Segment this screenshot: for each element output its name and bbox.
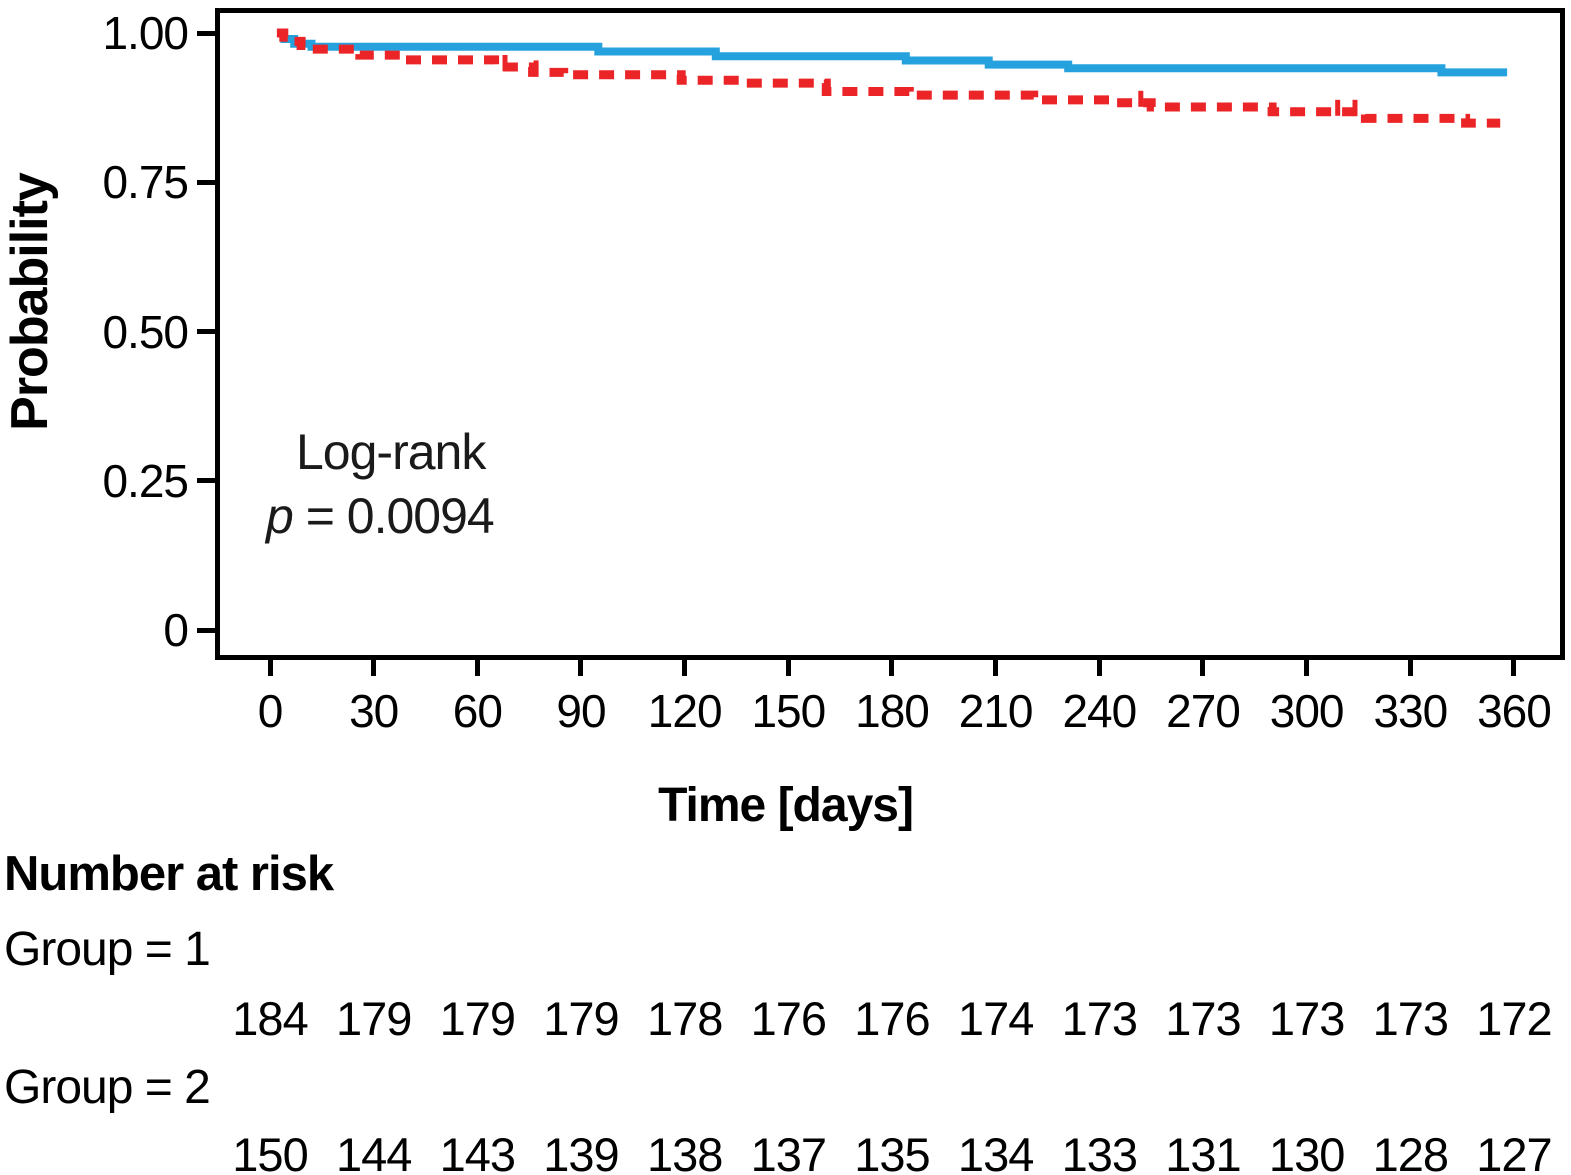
x-tick-label: 210 [958,685,1034,737]
risk-count: 127 [1476,1128,1552,1175]
risk-count: 131 [1165,1128,1241,1175]
plot-panel [215,8,1565,660]
logrank-annotation: Log-rank p = 0.0094 [266,420,495,548]
censor-tick [1352,99,1358,116]
risk-group-label: Group = 1 [4,923,211,976]
risk-count: 179 [543,992,619,1045]
x-tick [578,660,584,676]
x-tick-label: 60 [452,685,503,737]
p-symbol: p [266,488,294,544]
censor-tick [1335,99,1341,116]
y-tick [197,627,215,633]
y-tick [197,329,215,334]
p-value-text: = 0.0094 [292,488,495,544]
x-tick [993,660,999,676]
x-tick [371,660,377,676]
x-tick [1511,660,1517,676]
risk-count-row: 184 179 179 179 178 176 176 174 173 173 173 173 172 [0,994,1571,1046]
risk-count: 174 [957,992,1034,1045]
risk-count: 134 [957,1128,1034,1175]
risk-count: 176 [750,992,827,1045]
risk-count: 176 [854,992,930,1045]
x-tick-label: 180 [855,685,930,737]
x-tick [1200,660,1206,676]
x-tick [785,660,791,676]
risk-table-title: Number at risk [4,847,334,901]
risk-count: 135 [854,1128,930,1175]
x-tick [267,660,273,676]
risk-count: 139 [543,1128,619,1175]
y-tick-label: 1.00 [102,7,189,59]
risk-count: 179 [439,992,516,1045]
censor-tick [502,55,508,71]
x-tick-label: 360 [1477,685,1552,737]
y-tick-label: 0 [163,604,189,656]
risk-count: 173 [1061,992,1138,1045]
x-tick [1407,660,1413,676]
x-tick-label: 0 [257,685,284,737]
risk-count: 143 [439,1128,516,1175]
risk-count: 130 [1268,1128,1345,1175]
risk-count: 128 [1372,1128,1449,1175]
censor-tick [1138,90,1144,107]
risk-count: 173 [1268,992,1345,1045]
risk-count: 150 [232,1128,308,1175]
risk-count: 172 [1476,992,1552,1045]
plot-border [215,8,1565,660]
x-tick-label: 150 [751,685,826,737]
survival-curve-group2 [276,28,1501,128]
y-tick-label: 0.50 [102,305,189,358]
risk-count: 179 [335,992,412,1045]
x-tick [889,660,895,676]
y-tick-label: 0.25 [102,454,189,507]
y-axis-title: Probability [1,173,59,431]
x-tick-label: 120 [647,685,723,737]
risk-count: 144 [335,1128,412,1175]
risk-group-label: Group = 2 [4,1061,211,1114]
x-tick-label: 300 [1269,685,1345,737]
y-tick-label: 0.75 [102,156,189,209]
x-tick [1304,660,1310,676]
x-tick-label: 330 [1373,685,1448,737]
risk-count: 133 [1061,1128,1138,1175]
x-tick-label: 30 [349,685,399,737]
censor-tick [533,60,539,77]
x-tick-label: 90 [556,685,606,737]
y-tick [197,30,215,36]
x-tick [474,660,480,676]
x-tick-label: 240 [1062,685,1137,737]
x-tick-label: 270 [1166,685,1241,737]
risk-count: 184 [232,992,308,1045]
censor-tick [823,79,829,96]
x-tick [682,660,688,676]
y-tick [197,478,215,484]
logrank-p-value: p = 0.0094 [266,484,495,548]
risk-count: 138 [646,1128,723,1175]
risk-count: 173 [1165,992,1241,1045]
y-tick [197,179,215,185]
risk-count-row: 150 144 143 139 138 137 135 134 133 131 130 128 127 [0,1130,1571,1175]
x-tick [1096,660,1102,676]
x-axis-title: Time [days] [658,779,914,832]
logrank-label: Log-rank [296,424,486,480]
risk-count: 178 [646,992,723,1045]
risk-count: 137 [750,1128,827,1175]
survival-curve-group1 [280,35,1508,77]
risk-count: 173 [1372,992,1449,1045]
